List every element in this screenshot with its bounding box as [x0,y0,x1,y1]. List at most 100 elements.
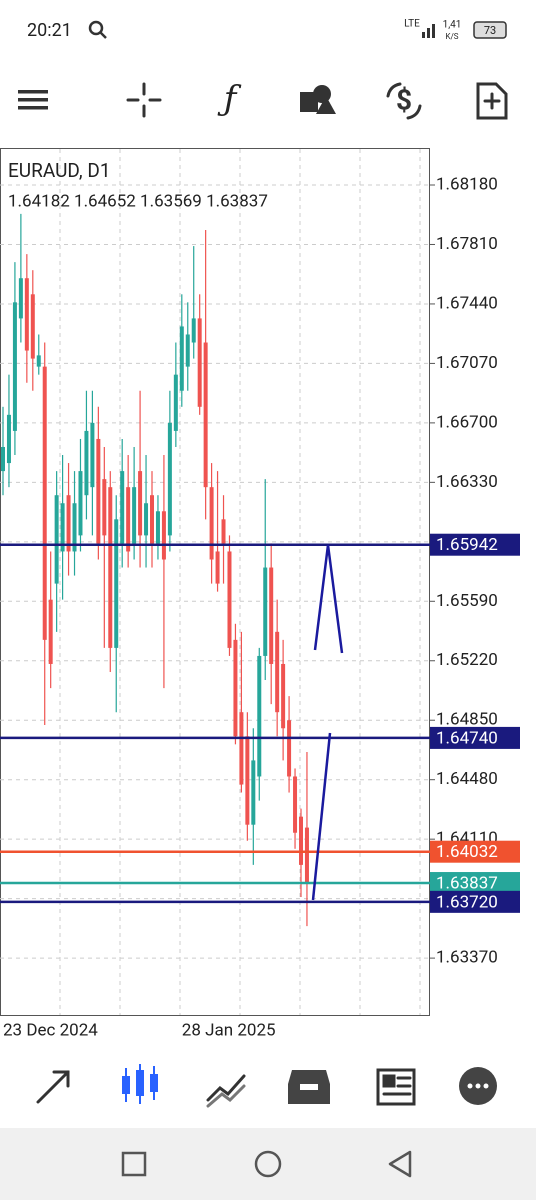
candle-body [221,519,226,544]
candle-body [132,487,137,544]
candle-body [48,599,53,664]
candle-body [54,495,59,584]
recents-button[interactable] [121,1151,147,1177]
candle-body [6,414,11,464]
y-tick-label: 1.66700 [436,412,498,432]
back-button[interactable] [388,1150,412,1178]
status-time: 20:21 [27,20,72,41]
candle-body [281,663,286,729]
y-tick-label: 1.64480 [436,769,498,789]
crosshair-button[interactable] [126,82,162,118]
candle-body [197,318,202,407]
chart-subtitle: 1.64182 1.64652 1.63569 1.63837 [8,191,268,211]
price-level-tag [430,533,520,556]
y-tick-label: 1.68180 [436,174,498,194]
candle-body [263,567,268,656]
candle-body [173,374,178,431]
candle-body [18,278,23,319]
svg-text:$: $ [396,83,412,116]
news-tab[interactable] [376,1068,416,1106]
candle-body [1,446,5,472]
x-tick-label: 23 Dec 2024 [3,1020,98,1040]
candle-body [84,430,89,496]
signal-icon [422,24,435,38]
quotes-tab[interactable] [36,1070,70,1104]
status-network: LTE [404,19,420,30]
candle-body [304,827,309,884]
chart-tab[interactable] [122,1064,158,1104]
candle-body [179,326,184,391]
menu-button[interactable] [18,90,48,110]
home-button[interactable] [254,1150,282,1178]
y-tick-label: 1.63370 [436,948,498,968]
candle-body [144,503,149,536]
trend-line [311,732,332,901]
y-tick-label: 1.64850 [436,710,498,730]
trade-tab[interactable] [206,1074,246,1108]
candle-body [239,712,244,785]
candle-body [66,495,71,552]
candle-body [287,720,292,777]
candle-body [155,511,160,544]
candle-body [293,776,298,833]
candle-body [12,302,17,431]
candle-body [96,438,101,544]
candle-body [245,736,250,825]
status-speed-unit: K/S [445,32,458,41]
candle-body [60,503,65,552]
candle-body [24,278,29,351]
candle-body [167,422,172,536]
new-order-button[interactable] [476,82,508,120]
objects-button[interactable] [300,85,336,114]
chat-tab[interactable] [459,1067,497,1105]
price-level-label: 1.63837 [436,874,498,894]
candle-body [36,355,41,367]
status-battery: 73 [484,24,496,37]
price-level-tag [430,840,520,863]
candle-body [30,294,35,359]
battery-icon [473,21,507,39]
candle-body [150,495,154,544]
candle-body [227,551,232,648]
candle-body [90,422,95,488]
trade-button[interactable]: $ [386,82,422,120]
candle-body [269,567,274,664]
y-tick-label: 1.65590 [436,591,498,611]
y-tick-label: 1.67440 [436,293,498,313]
search-icon [88,20,107,39]
price-level-tag [430,872,520,895]
vertical-grid [59,149,421,1015]
price-level-label: 1.63720 [436,892,498,912]
candle-body [191,318,196,343]
system-nav-bar [0,1128,536,1200]
price-level-tag [430,890,520,913]
candle-body [215,551,220,584]
candle-body [233,639,238,737]
history-tab[interactable] [288,1070,330,1104]
candle-body [102,479,107,536]
chart-title: EURAUD, D1 [8,159,111,182]
price-level-label: 1.64032 [436,842,498,862]
candle-body [161,511,166,560]
candle-body [251,760,256,825]
candle-body [185,334,190,367]
y-tick-label: 1.67810 [436,234,498,254]
price-level-tag [430,726,520,749]
chart-frame [0,148,430,1016]
y-tick-label: 1.65220 [436,650,498,670]
candle-body [42,366,47,640]
candle-body [138,471,143,536]
price-level-label: 1.64740 [436,728,498,748]
candle-body [120,471,125,544]
candle-body [299,816,303,865]
candle-body [114,519,119,648]
y-tick-label: 1.66330 [436,472,498,492]
status-speed: 1,41 [443,20,462,31]
price-level-label: 1.65942 [436,535,498,555]
candle-body [126,487,131,552]
indicators-button[interactable]: ƒ [217,79,242,119]
candle-body [78,471,83,536]
candle-body [257,655,262,777]
candle-body [108,487,113,648]
